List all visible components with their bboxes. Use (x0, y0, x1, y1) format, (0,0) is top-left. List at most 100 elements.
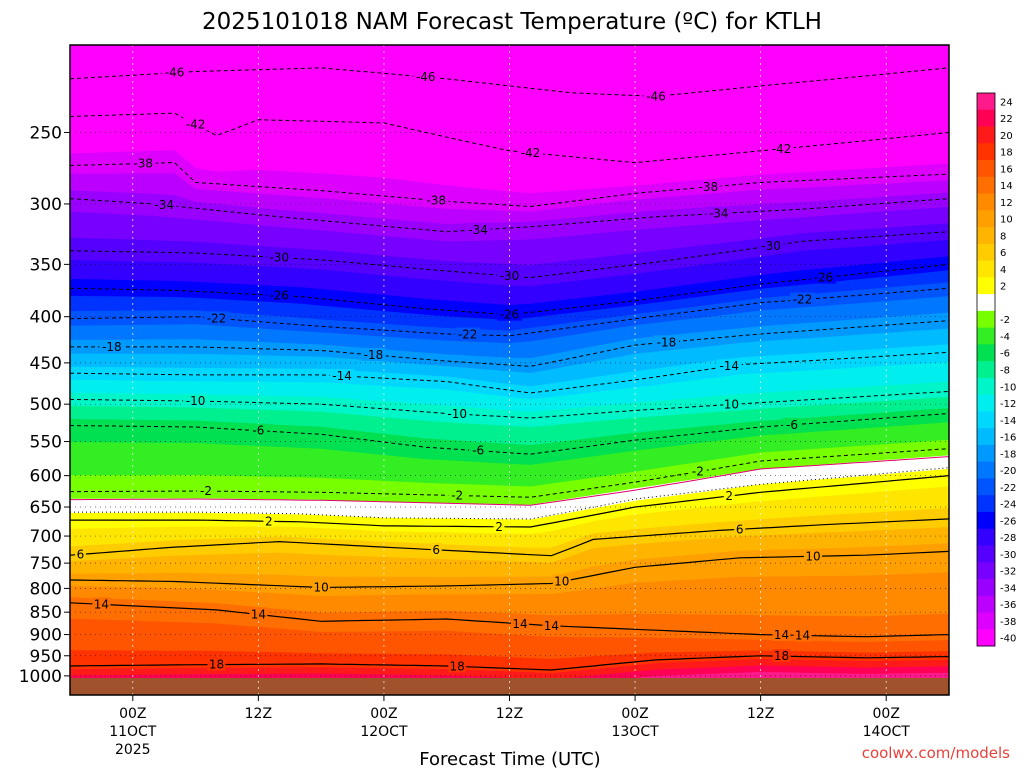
isotherm-label: -22 (207, 311, 227, 325)
isotherm-label: 14 (544, 619, 559, 633)
isotherm-label: 10 (554, 574, 569, 588)
isotherm-label: -14 (332, 369, 352, 383)
colorbar-label: -12 (1000, 399, 1016, 410)
y-tick-label: 800 (30, 579, 62, 599)
isotherm-label: 18 (209, 658, 224, 672)
isotherm-label-bg (758, 238, 784, 252)
isotherm-label: -34 (154, 198, 174, 212)
isotherm-line (70, 231, 949, 279)
colorbar-swatch (977, 109, 995, 128)
colorbar-label: -8 (1000, 366, 1010, 377)
isotherm-label: -46 (165, 66, 185, 80)
colorbar-frame (976, 92, 996, 647)
colorbar-swatch (977, 629, 995, 647)
isotherm-label: -2 (692, 465, 704, 479)
colorbar-swatch (977, 478, 995, 496)
x-tick-label: 00Z (119, 706, 146, 722)
colorbar-swatch (977, 612, 995, 630)
colorbar-swatch (977, 545, 995, 563)
isotherm-line (70, 198, 949, 233)
isotherm-label: -18 (657, 335, 677, 349)
colorbar-swatch (977, 143, 995, 161)
credit-text: coolwx.com/models (862, 744, 1010, 762)
isotherm-label-bg (716, 359, 742, 373)
colorbar-swatch (977, 277, 995, 295)
isotherm-label-bg (266, 250, 292, 264)
colorbar-swatch (977, 327, 995, 345)
colorbar-label: -38 (1000, 617, 1016, 628)
colorbar-label: -2 (1000, 315, 1010, 326)
colorbar-label: 16 (1000, 164, 1013, 175)
isotherm-label: 14 (774, 628, 789, 642)
isotherm-label-bg (716, 397, 742, 411)
freezing-level-line (70, 456, 949, 506)
colorbar-swatch (977, 260, 995, 278)
isotherm-label: -2 (451, 489, 463, 503)
isotherm-label-bg (465, 222, 491, 236)
y-tick-label: 700 (30, 527, 62, 547)
isotherm-label-bg (510, 616, 529, 630)
plot-area: -50-46 -46-46-42-42 -42-38-38-38-34-34-34-… (70, 45, 949, 695)
colorbar-swatch (977, 93, 995, 111)
isotherm-label: 14 (512, 617, 527, 631)
colorbar-label: -4 (1000, 332, 1010, 343)
isotherm-label-bg (803, 549, 822, 563)
x-tick-label: 00Z (621, 706, 648, 722)
colorbar-label: 24 (1000, 97, 1013, 108)
isotherm-label-bg (517, 145, 543, 159)
isotherm-label-bg (430, 542, 442, 556)
isotherm-label-bg (197, 484, 216, 498)
isotherm-label: -38 (699, 180, 719, 194)
isotherm-label: -14 (719, 359, 739, 373)
isotherm-label-bg (183, 117, 209, 131)
colorbar-swatch (977, 361, 995, 379)
colorbar-swatch (977, 461, 995, 479)
x-axis-label: Forecast Time (UTC) (419, 749, 600, 768)
colorbar-label: 20 (1000, 131, 1013, 142)
isotherm-label-bg (448, 488, 467, 502)
isotherm-label: -6 (252, 424, 264, 438)
colorbar-label: -10 (1000, 382, 1016, 393)
isotherm-label: -26 (814, 271, 834, 285)
colorbar-swatch (977, 344, 995, 362)
isotherm-label: 14 (94, 597, 109, 611)
colorbar-swatch (977, 562, 995, 580)
isotherm-label-bg (497, 268, 522, 282)
isotherm-label: 10 (314, 580, 329, 594)
colorbar: 24 22 20 18 16 14 12 10 8 6 4 2 -2 -4 -6 -8 -10 -12 -14 -16… (976, 92, 1016, 647)
colorbar-label: -16 (1000, 433, 1016, 444)
isotherm-label-bg (810, 270, 836, 284)
isotherm-label-bg (183, 394, 209, 408)
colorbar-label: -14 (1000, 416, 1016, 427)
colorbar-label: -34 (1000, 583, 1016, 594)
isotherm-label: -6 (472, 444, 484, 458)
isotherm-label: -10 (447, 407, 467, 421)
isotherm-label-bg (249, 607, 268, 621)
colorbar-label: -22 (1000, 483, 1016, 494)
isotherm-label: -10 (186, 394, 206, 408)
colorbar-swatch (977, 528, 995, 546)
ground-below-surface (70, 678, 949, 695)
y-tick-label: 1000 (19, 667, 62, 687)
isotherm-label-bg (793, 628, 812, 642)
y-tick-label: 400 (30, 308, 62, 328)
colorbar-swatch (977, 377, 995, 396)
colorbar-label: 4 (1000, 265, 1006, 276)
isotherm-label: -18 (364, 348, 384, 362)
colorbar-swatch (977, 310, 995, 329)
isotherm-label-bg (444, 407, 470, 421)
colorbar-label: -24 (1000, 500, 1016, 511)
colorbar-swatch (977, 227, 995, 245)
isotherm-label-bg (360, 347, 386, 361)
isotherm-label: -38 (133, 157, 153, 171)
colorbar-swatch (977, 126, 995, 144)
colorbar-label: -40 (1000, 634, 1016, 645)
isotherm-label: -34 (468, 223, 488, 237)
x-tick-label: 00Z (873, 706, 900, 722)
isotherm-label-bg (769, 141, 795, 155)
isotherm-label: -42 (186, 118, 206, 132)
colorbar-label: -6 (1000, 349, 1010, 360)
isotherm-label: -46 (416, 70, 436, 84)
isotherm-line (70, 413, 949, 455)
